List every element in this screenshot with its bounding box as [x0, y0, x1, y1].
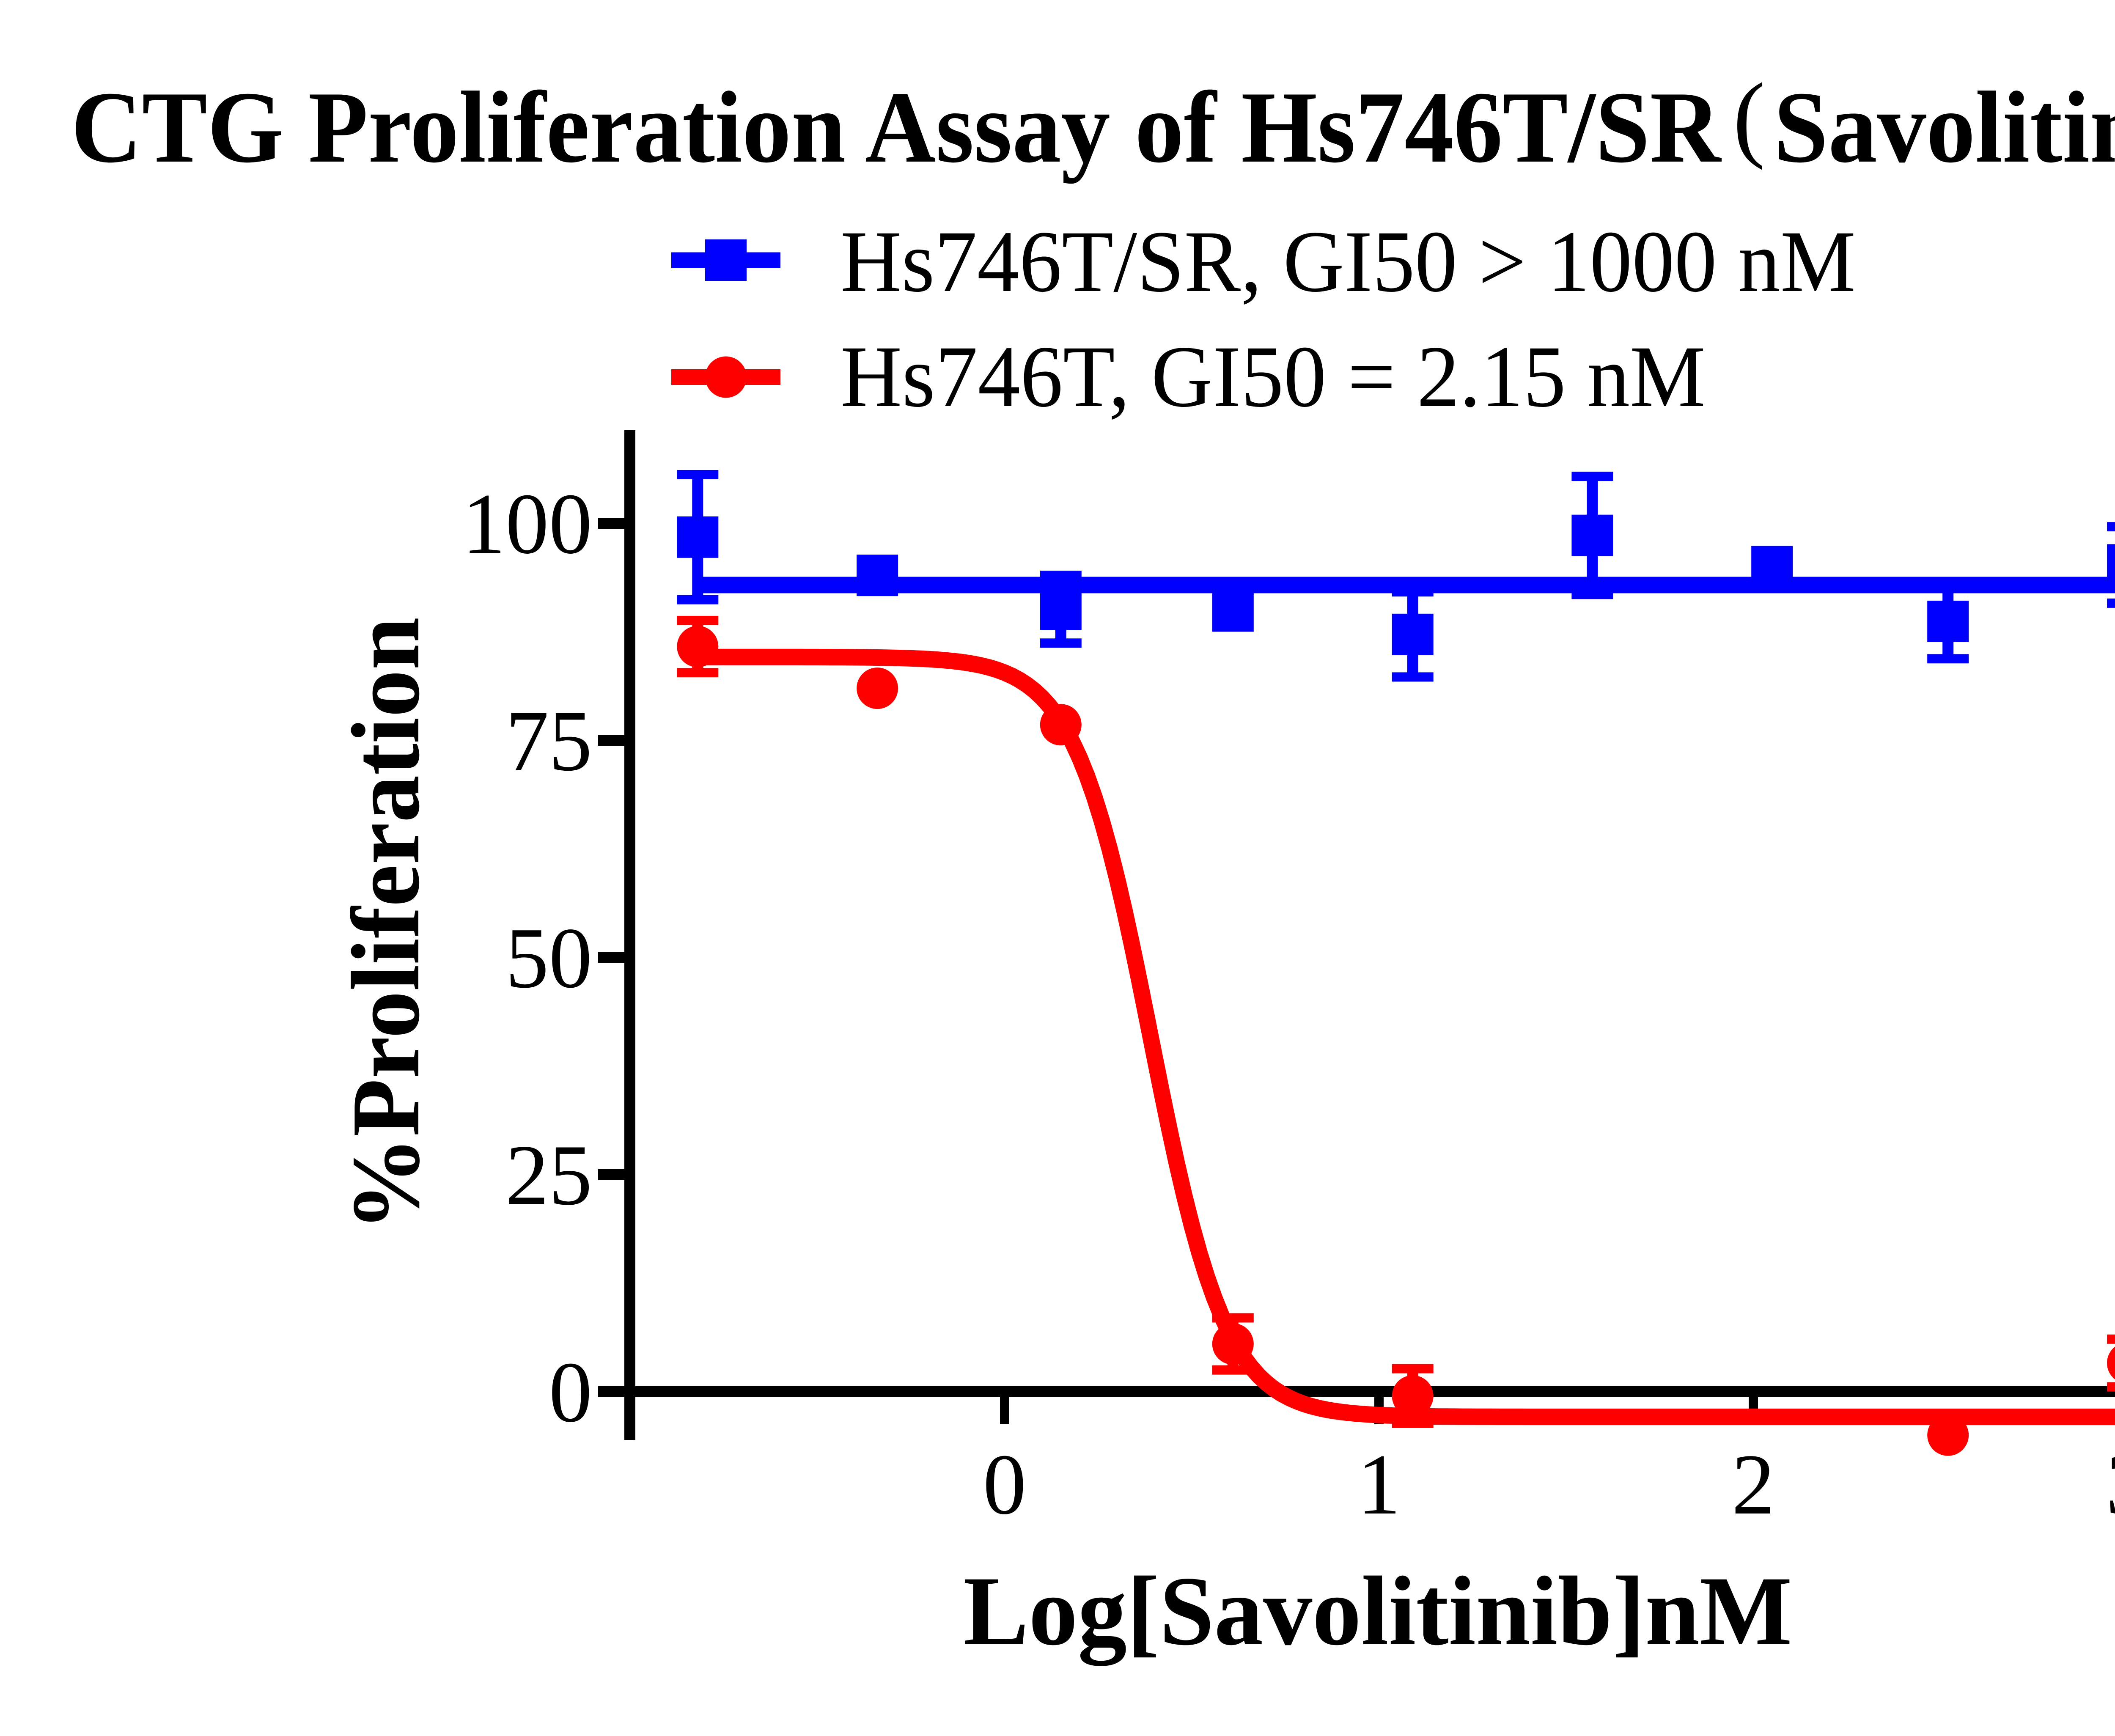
- svg-text:Log[Savolitinib]nM: Log[Savolitinib]nM: [963, 1556, 1792, 1666]
- svg-text:2: 2: [1732, 1437, 1775, 1533]
- svg-text:%Proliferation: %Proliferation: [332, 617, 439, 1231]
- svg-text:Hs746T/SR, GI50 > 1000 nM: Hs746T/SR, GI50 > 1000 nM: [841, 213, 1856, 310]
- svg-text:(: (: [1733, 63, 1765, 170]
- svg-text:0: 0: [549, 1344, 593, 1440]
- svg-text:75: 75: [505, 693, 592, 789]
- svg-text:Hs746T, GI50 = 2.15 nM: Hs746T, GI50 = 2.15 nM: [841, 328, 1706, 425]
- svg-text:CTG Proliferation Assay of Hs7: CTG Proliferation Assay of Hs746T/SR: [71, 71, 1722, 184]
- svg-text:50: 50: [505, 910, 592, 1006]
- svg-text:Savolitinib Resistant: Savolitinib Resistant: [1774, 71, 2115, 184]
- svg-text:25: 25: [505, 1127, 592, 1223]
- svg-text:1: 1: [1357, 1437, 1401, 1533]
- svg-text:0: 0: [983, 1437, 1027, 1533]
- svg-text:3: 3: [2106, 1437, 2115, 1533]
- svg-text:100: 100: [462, 476, 593, 572]
